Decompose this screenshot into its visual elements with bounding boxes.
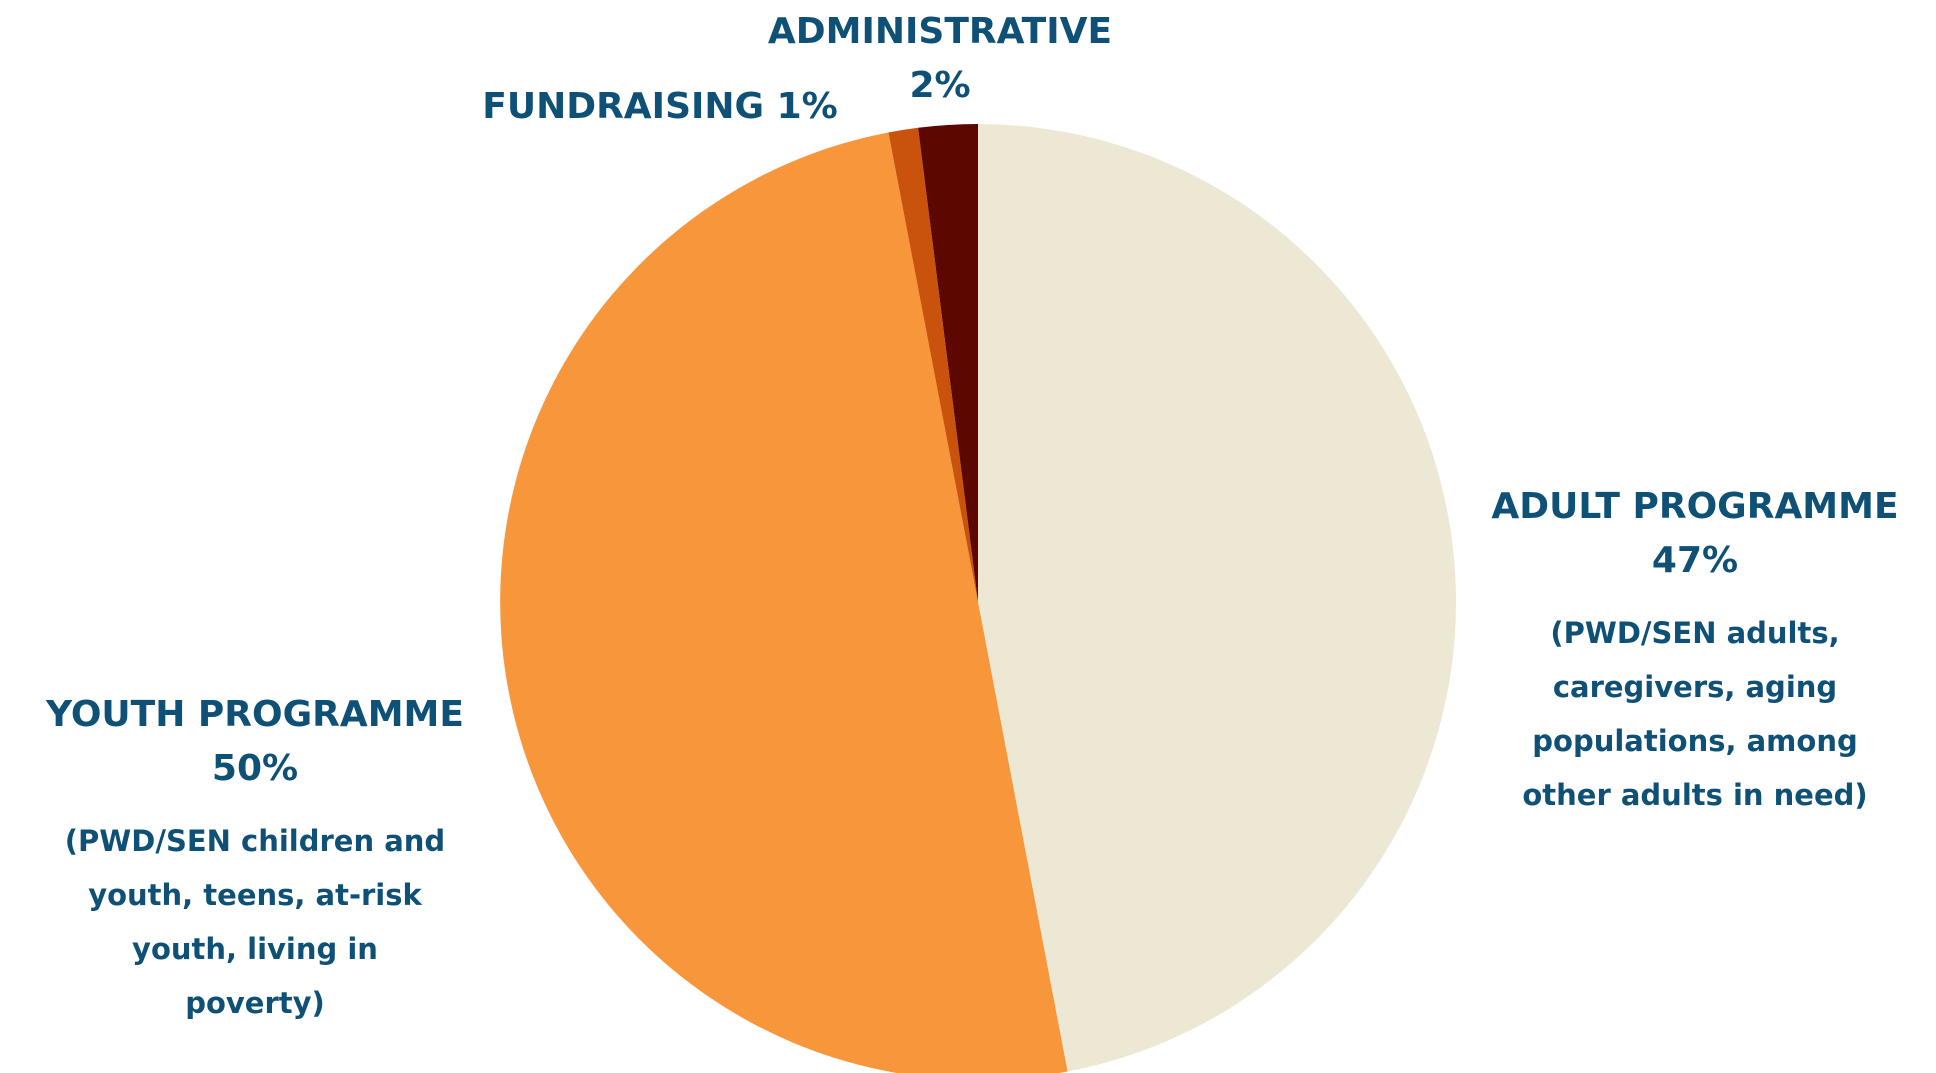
slice-administrative [918, 124, 978, 602]
label-adult-programme-title: ADULT PROGRAMME [1491, 486, 1899, 527]
label-administrative-percent: 2% [909, 65, 971, 106]
label-youth-programme-percent: 50% [211, 748, 299, 789]
label-adult-programme-description: (PWD/SEN adults, caregivers, aging popul… [1522, 616, 1868, 812]
label-youth-programme-description: (PWD/SEN children and youth, teens, at-r… [64, 824, 446, 1020]
label-youth-programme-title: YOUTH PROGRAMME [46, 694, 464, 735]
label-fundraising-percent: 1% [776, 86, 838, 127]
label-fundraising-text: FUNDRAISING 1% [470, 80, 850, 134]
label-adult-programme-percent: 47% [1651, 540, 1739, 581]
label-fundraising-title: FUNDRAISING [482, 86, 765, 127]
label-administrative-title: ADMINISTRATIVE [767, 11, 1113, 52]
label-youth-programme: YOUTH PROGRAMME 50% (PWD/SEN children an… [10, 688, 500, 1030]
label-adult-programme: ADULT PROGRAMME 47% (PWD/SEN adults, car… [1455, 480, 1935, 822]
slice-adult-programme [978, 124, 1456, 1072]
slice-youth-programme [500, 132, 1068, 1073]
label-administrative: ADMINISTRATIVE 2% [740, 5, 1140, 113]
slice-fundraising [888, 127, 978, 603]
label-fundraising: FUNDRAISING 1% [470, 80, 850, 134]
